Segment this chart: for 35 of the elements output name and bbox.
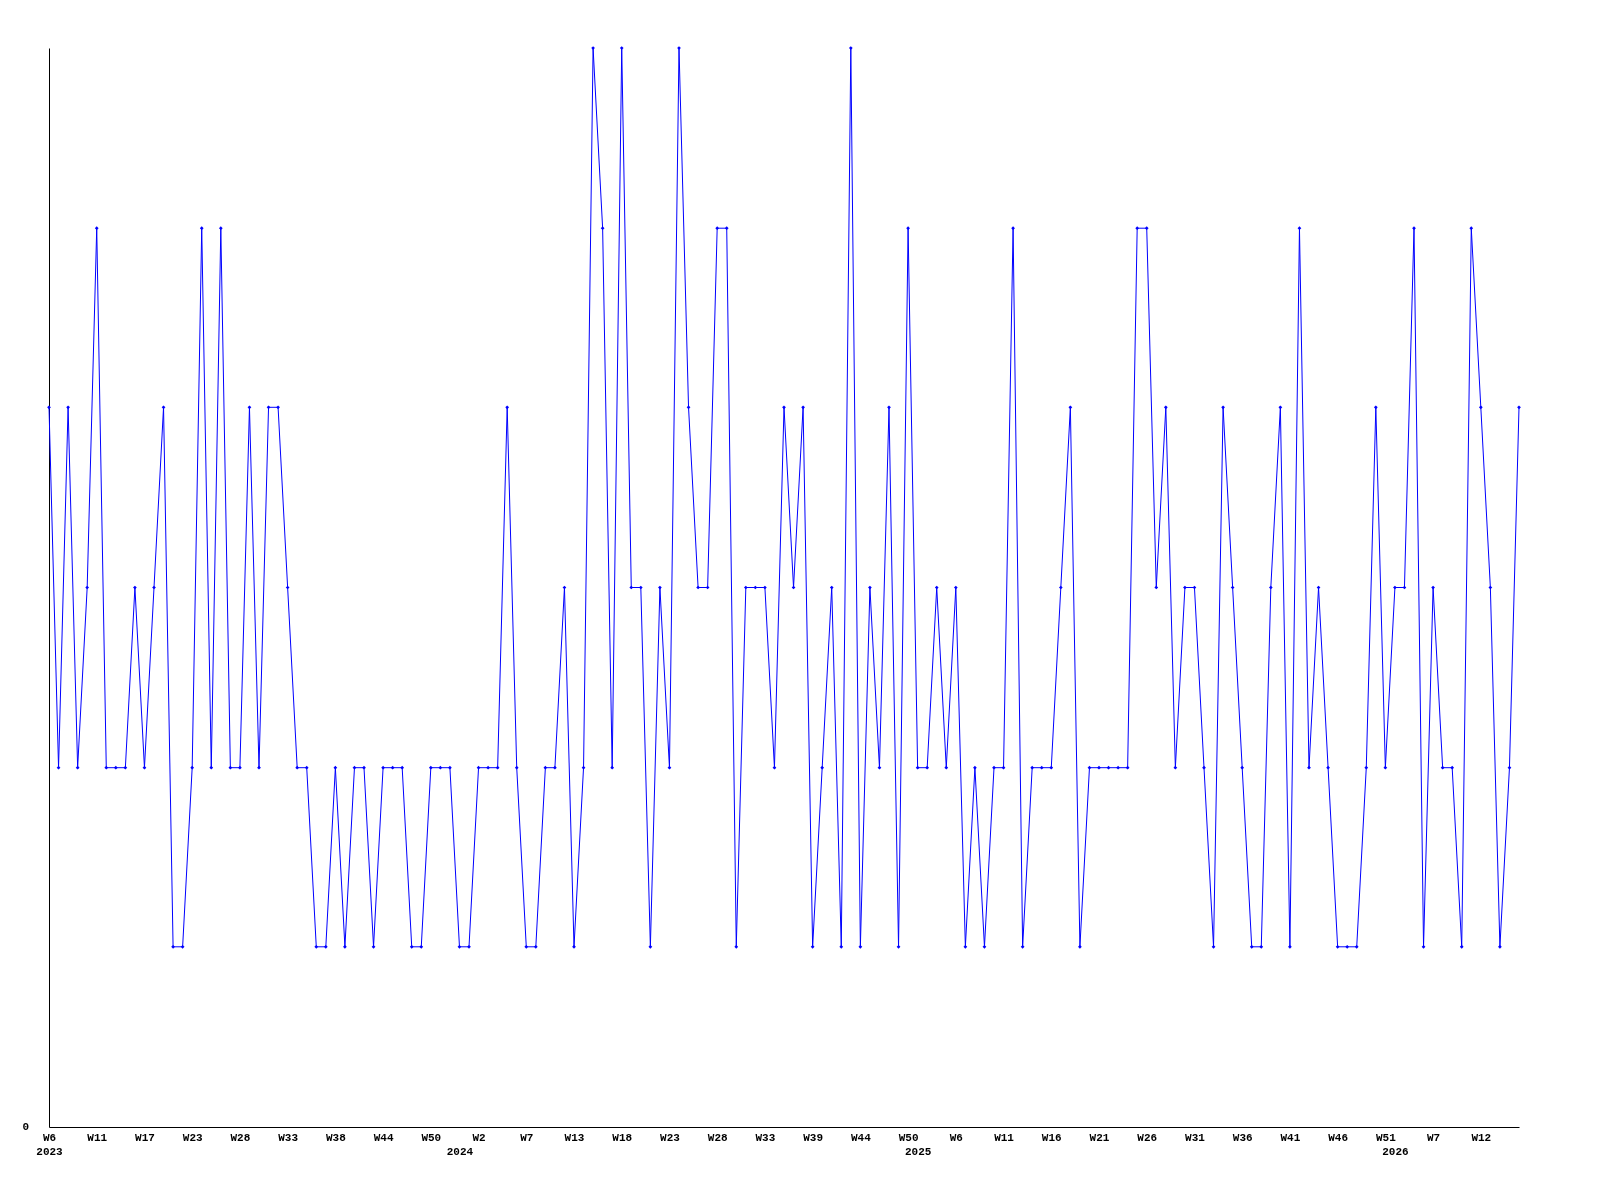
x-tick-label: W51 [1375,1131,1397,1144]
x-tick-label: W28 [707,1131,728,1144]
x-tick-label: W13 [564,1131,585,1144]
x-tick-label: W18 [612,1131,633,1144]
x-tick-label: W6 2023 [36,1131,64,1158]
x-tick-label: W31 [1185,1131,1206,1144]
x-tick-label: W44 [850,1131,872,1144]
x-tick-label: W17 [135,1131,155,1144]
x-tick-label: W50 [421,1131,442,1144]
x-tick-label: 2026 [1382,1145,1409,1158]
x-tick-label: W44 [373,1131,394,1144]
x-tick-label: W23 [182,1131,203,1144]
x-tick-label: 2024 [446,1145,474,1158]
x-tick-label: W33 [278,1131,299,1144]
text: 0 [22,1121,29,1133]
x-tick-label: W46 [1328,1131,1349,1144]
x-tick-label: W2 [472,1131,486,1144]
x-tick-label: W26 [1137,1131,1158,1144]
x-tick-label: W12 [1471,1131,1492,1144]
x-tick-label: W7 [1426,1131,1441,1144]
x-tick-label: W39 [803,1131,824,1144]
x-tick-label: W16 [1041,1131,1062,1144]
x-tick-label: W38 [325,1131,347,1144]
x-tick-label: W33 [755,1131,776,1144]
x-tick-label: W36 [1232,1131,1253,1144]
x-tick-label: W11 [87,1131,108,1144]
x-tick-label: W6 [949,1131,963,1144]
x-tick-label: W50 [898,1131,919,1144]
x-tick-label: W23 [660,1131,681,1144]
x-tick-label: W21 [1089,1131,1110,1144]
x-tick-label: W41 [1280,1131,1301,1144]
x-tick-label: W28 [230,1131,251,1144]
x-tick-label: W7 [520,1131,534,1144]
x-tick-label: W11 [994,1131,1015,1144]
x-tick-label: 2025 [904,1145,932,1158]
